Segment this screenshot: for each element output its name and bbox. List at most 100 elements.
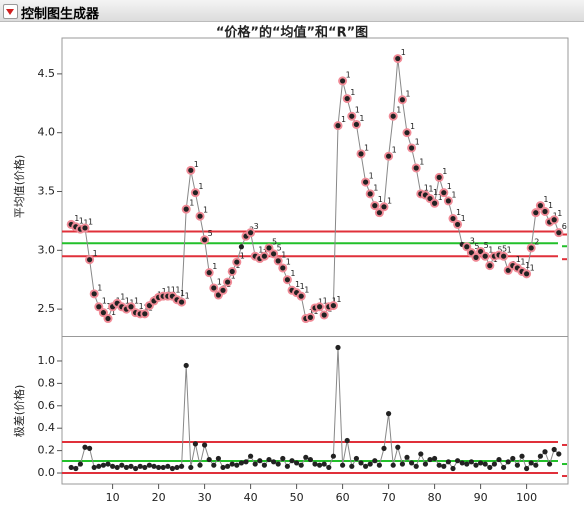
point [468, 250, 474, 256]
point [183, 362, 189, 369]
test-label: 1 [281, 250, 286, 259]
point [427, 456, 433, 463]
test-label: 1 [194, 160, 199, 169]
point [510, 455, 516, 462]
point [542, 449, 548, 455]
point [413, 463, 419, 469]
point [330, 302, 336, 309]
point [280, 265, 286, 271]
test-label: 1 [543, 195, 548, 204]
point [353, 455, 359, 462]
point [390, 462, 396, 468]
test-label: 1 [212, 262, 217, 271]
series-line [70, 58, 560, 320]
test-label: 5 [502, 245, 507, 254]
point [73, 465, 79, 472]
point [146, 462, 152, 468]
test-label: 1 [350, 88, 355, 97]
point [464, 461, 470, 467]
test-label: 1 [217, 277, 222, 286]
point [556, 230, 562, 236]
test-label: 1 [424, 183, 429, 192]
point [234, 462, 240, 468]
test-label: 1 [162, 287, 167, 296]
point [220, 464, 226, 471]
point [307, 314, 313, 320]
point [294, 460, 300, 466]
test-label: 1 [83, 219, 88, 228]
test-label: 6 [562, 222, 567, 231]
test-label: 1 [396, 106, 401, 115]
point [372, 203, 378, 209]
point [192, 441, 198, 447]
test-label: 1 [125, 296, 130, 305]
point [284, 277, 290, 283]
test-label: 1 [410, 122, 415, 131]
point [284, 463, 290, 469]
y-tick-label: 0.6 [38, 399, 56, 412]
point [496, 456, 502, 463]
y-axis-title: 平均值(价格) [12, 155, 26, 219]
test-label: 1 [438, 193, 443, 202]
x-tick-label: 30 [198, 491, 212, 504]
point [160, 464, 166, 471]
test-label: 1 [318, 297, 323, 306]
point [220, 287, 226, 293]
point [77, 461, 83, 467]
test-label: 1 [359, 114, 364, 123]
point [100, 310, 106, 316]
point [151, 463, 157, 469]
point [404, 454, 410, 460]
point [533, 462, 539, 468]
x-tick-label: 10 [106, 491, 120, 504]
test-label: 1 [419, 157, 424, 166]
point [114, 464, 120, 471]
point [537, 203, 544, 209]
y-tick-label: 3.5 [38, 184, 56, 197]
point [358, 151, 364, 157]
point [179, 299, 185, 305]
point [413, 165, 419, 171]
point [238, 460, 244, 466]
test-label: 1 [97, 283, 102, 292]
point [528, 245, 534, 251]
test-label: 1 [309, 308, 314, 317]
point [399, 97, 405, 103]
point [533, 210, 539, 216]
point [381, 445, 387, 451]
point [386, 153, 392, 159]
test-label: 3 [254, 222, 259, 231]
point [271, 459, 277, 465]
point [399, 461, 405, 467]
point [436, 462, 442, 468]
x-tick-label: 80 [428, 491, 442, 504]
point [455, 221, 461, 228]
menu-toggle[interactable] [3, 4, 18, 19]
point [202, 442, 208, 448]
point [432, 455, 438, 462]
point [464, 244, 470, 250]
point [478, 248, 484, 255]
point [409, 145, 415, 151]
test-label: 1 [166, 286, 171, 295]
test-label: 1 [304, 286, 309, 295]
point [491, 461, 497, 467]
x-tick-label: 20 [152, 491, 166, 504]
point [271, 251, 277, 257]
test-label: 1 [189, 199, 194, 208]
test-label: 1 [139, 302, 144, 311]
point [229, 268, 235, 275]
test-label: 5 [474, 242, 479, 251]
test-label: 5 [484, 241, 489, 250]
test-label: 1 [171, 286, 176, 295]
point [110, 463, 116, 469]
point [376, 210, 382, 216]
point [330, 453, 336, 459]
point [335, 123, 341, 129]
y-tick-label: 0.2 [38, 444, 56, 457]
point [307, 456, 313, 463]
point [556, 451, 562, 457]
point [427, 195, 433, 202]
point [386, 411, 392, 417]
test-label: 1 [415, 137, 420, 146]
